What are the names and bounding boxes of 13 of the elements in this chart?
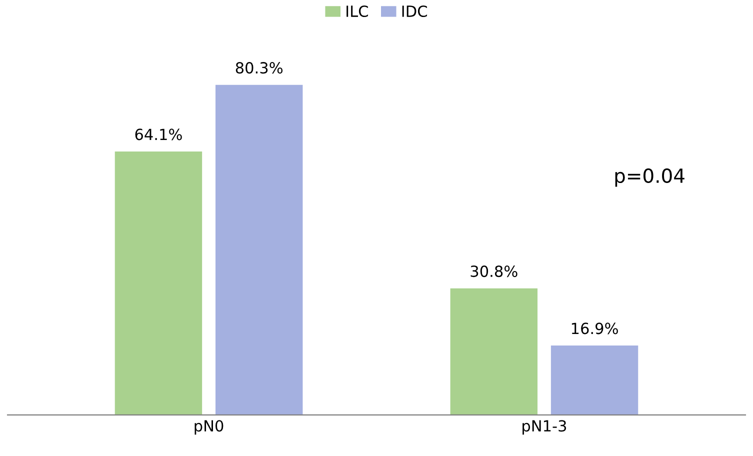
bar xyxy=(450,288,538,415)
data-label: 30.8% xyxy=(470,266,518,278)
legend-label: IDC xyxy=(402,5,427,18)
data-label: 64.1% xyxy=(135,128,182,140)
x-tick-label: pN1-3 xyxy=(522,420,566,435)
bar xyxy=(215,84,303,415)
legend-label: ILC xyxy=(346,5,368,18)
annotation: p=0.04 xyxy=(615,168,684,187)
bar xyxy=(114,151,202,415)
data-label: 16.9% xyxy=(572,322,618,334)
x-tick-label: pN0 xyxy=(194,420,224,435)
bar xyxy=(550,345,638,415)
data-label: 80.3% xyxy=(236,62,283,74)
